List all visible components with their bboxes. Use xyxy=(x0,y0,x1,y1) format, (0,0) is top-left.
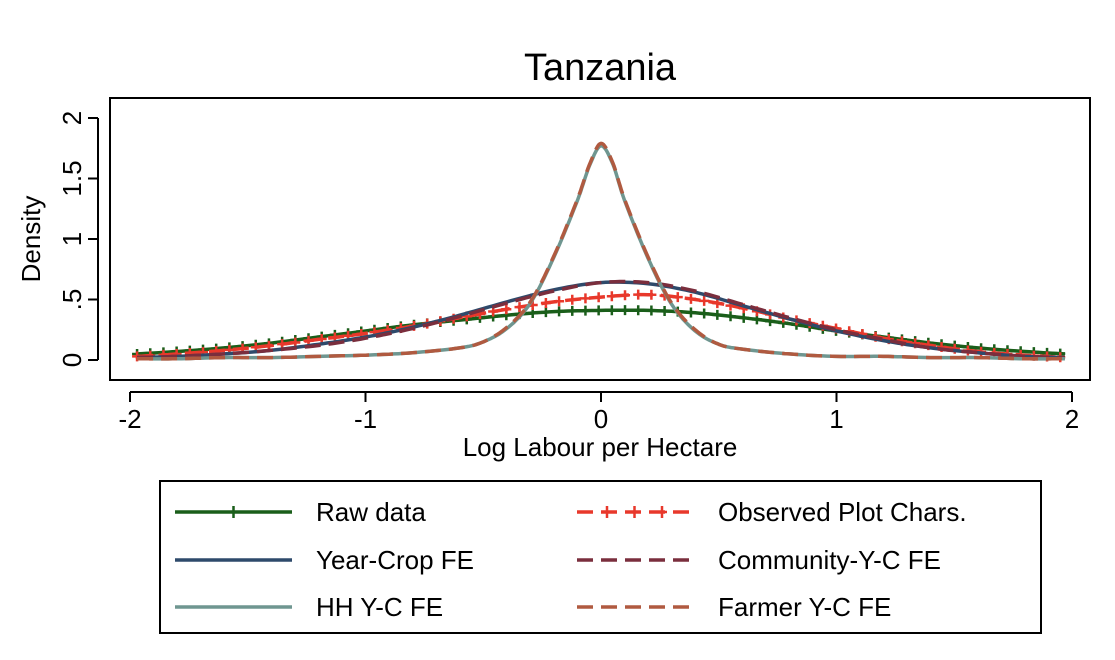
x-tick-label: 2 xyxy=(1065,404,1079,434)
series-marker xyxy=(580,305,591,316)
legend-marker xyxy=(602,506,612,518)
series-marker xyxy=(725,311,736,322)
series-marker xyxy=(501,304,512,315)
series-marker xyxy=(738,312,749,323)
legend-item: Observed Plot Chars. xyxy=(577,497,967,527)
series-layer xyxy=(132,141,1066,363)
series-line xyxy=(137,144,1065,361)
series-marker xyxy=(620,305,631,316)
y-axis-label: Density xyxy=(16,196,46,283)
legend-item: Year-Crop FE xyxy=(175,545,474,575)
plot-frame xyxy=(109,97,1091,381)
series-marker xyxy=(672,292,683,303)
legend-label: Community-Y-C FE xyxy=(718,545,941,575)
legend-label: Year-Crop FE xyxy=(316,545,474,575)
y-tick-label: 0 xyxy=(57,353,87,367)
legend-marker xyxy=(228,506,239,518)
x-tick-label: 0 xyxy=(594,404,608,434)
legend-item: HH Y-C FE xyxy=(175,592,443,622)
legend-label: Observed Plot Chars. xyxy=(718,497,967,527)
series-marker xyxy=(685,307,696,318)
series-marker xyxy=(593,305,604,316)
x-axis-ticks: -2 -1 0 1 2 xyxy=(118,392,1079,434)
series-marker xyxy=(567,294,578,305)
series-marker xyxy=(659,305,670,316)
series-hh-y-c-fe xyxy=(137,144,1065,361)
series-marker xyxy=(554,296,565,307)
series-farmer-y-c-fe xyxy=(137,141,1065,361)
series-marker xyxy=(685,293,696,304)
legend-label: HH Y-C FE xyxy=(316,592,443,622)
series-marker xyxy=(540,307,551,318)
series-marker xyxy=(646,289,657,300)
series-marker xyxy=(633,289,644,300)
x-axis-label: Log Labour per Hectare xyxy=(463,432,738,462)
legend-label: Farmer Y-C FE xyxy=(718,592,891,622)
legend-marker xyxy=(657,506,667,518)
legend-item: Community-Y-C FE xyxy=(577,545,941,575)
y-tick-label: 1.5 xyxy=(57,160,87,196)
series-community-y-c-fe xyxy=(137,279,1065,360)
x-tick-label: -2 xyxy=(118,404,141,434)
legend: Raw data Observed Plot Chars. Year-Crop FE… xyxy=(175,497,967,622)
series-marker xyxy=(646,305,657,316)
y-tick-label: .5 xyxy=(57,289,87,311)
series-marker xyxy=(554,306,565,317)
chart-title: Tanzania xyxy=(524,47,677,89)
series-line xyxy=(137,141,1065,361)
y-tick-label: 2 xyxy=(57,111,87,125)
series-marker xyxy=(712,309,723,320)
series-marker xyxy=(593,292,604,303)
series-marker xyxy=(699,295,710,306)
series-marker xyxy=(620,290,631,301)
series-marker xyxy=(540,298,551,309)
series-marker xyxy=(699,308,710,319)
series-marker xyxy=(606,291,617,302)
series-marker xyxy=(633,305,644,316)
y-tick-label: 1 xyxy=(57,232,87,246)
legend-item: Farmer Y-C FE xyxy=(577,592,891,622)
series-marker xyxy=(514,302,525,313)
y-axis-ticks: 0 .5 1 1.5 2 xyxy=(57,111,98,367)
series-marker xyxy=(606,305,617,316)
legend-item: Raw data xyxy=(175,497,426,527)
x-tick-label: -1 xyxy=(354,404,377,434)
series-marker xyxy=(580,293,591,304)
legend-marker xyxy=(629,506,640,518)
legend-box xyxy=(159,480,1042,634)
series-line xyxy=(137,279,1065,360)
series-marker xyxy=(567,305,578,316)
legend-label: Raw data xyxy=(316,497,426,527)
x-tick-label: 1 xyxy=(829,404,843,434)
